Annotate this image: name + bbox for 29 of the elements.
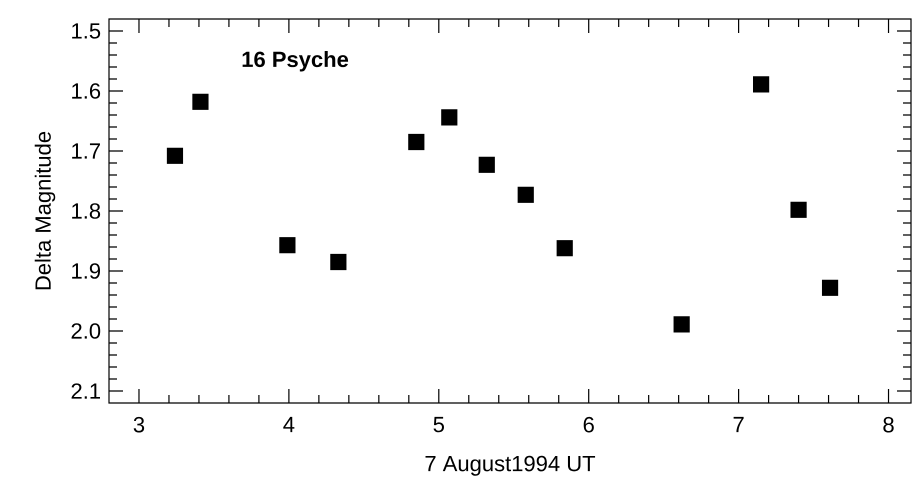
- y-tick-label: 2.1: [72, 383, 100, 399]
- x-tick-label: 5: [434, 416, 444, 432]
- x-tick-label: 4: [283, 416, 294, 432]
- y-axis-title: Delta Magnitude: [34, 132, 56, 290]
- point: [518, 186, 534, 203]
- x-tick-label: 3: [134, 416, 144, 433]
- x-tick-label: 6: [584, 416, 594, 433]
- y-tick-label: 1.6: [72, 83, 100, 99]
- point: [279, 237, 296, 254]
- y-tick-label: 1.7: [72, 143, 100, 159]
- point: [441, 109, 458, 126]
- y-tick-label: 1.8: [72, 203, 100, 219]
- point: [674, 316, 690, 332]
- x-tick-label: 7: [734, 416, 744, 432]
- x-axis-title: 7 August1994 UT: [426, 456, 596, 476]
- point: [556, 240, 573, 256]
- point: [753, 76, 770, 92]
- point: [330, 254, 346, 270]
- point: [478, 156, 495, 173]
- point: [192, 94, 209, 110]
- y-tick-label: 1.9: [72, 263, 100, 279]
- point: [408, 134, 424, 150]
- x-tick-label: 8: [883, 416, 894, 433]
- point: [790, 202, 807, 218]
- y-tick-label: 1.5: [72, 23, 100, 39]
- point: [166, 148, 184, 164]
- y-tick-label: 2.0: [72, 323, 100, 339]
- text: 16 Psyche: [242, 50, 348, 72]
- point: [822, 280, 838, 296]
